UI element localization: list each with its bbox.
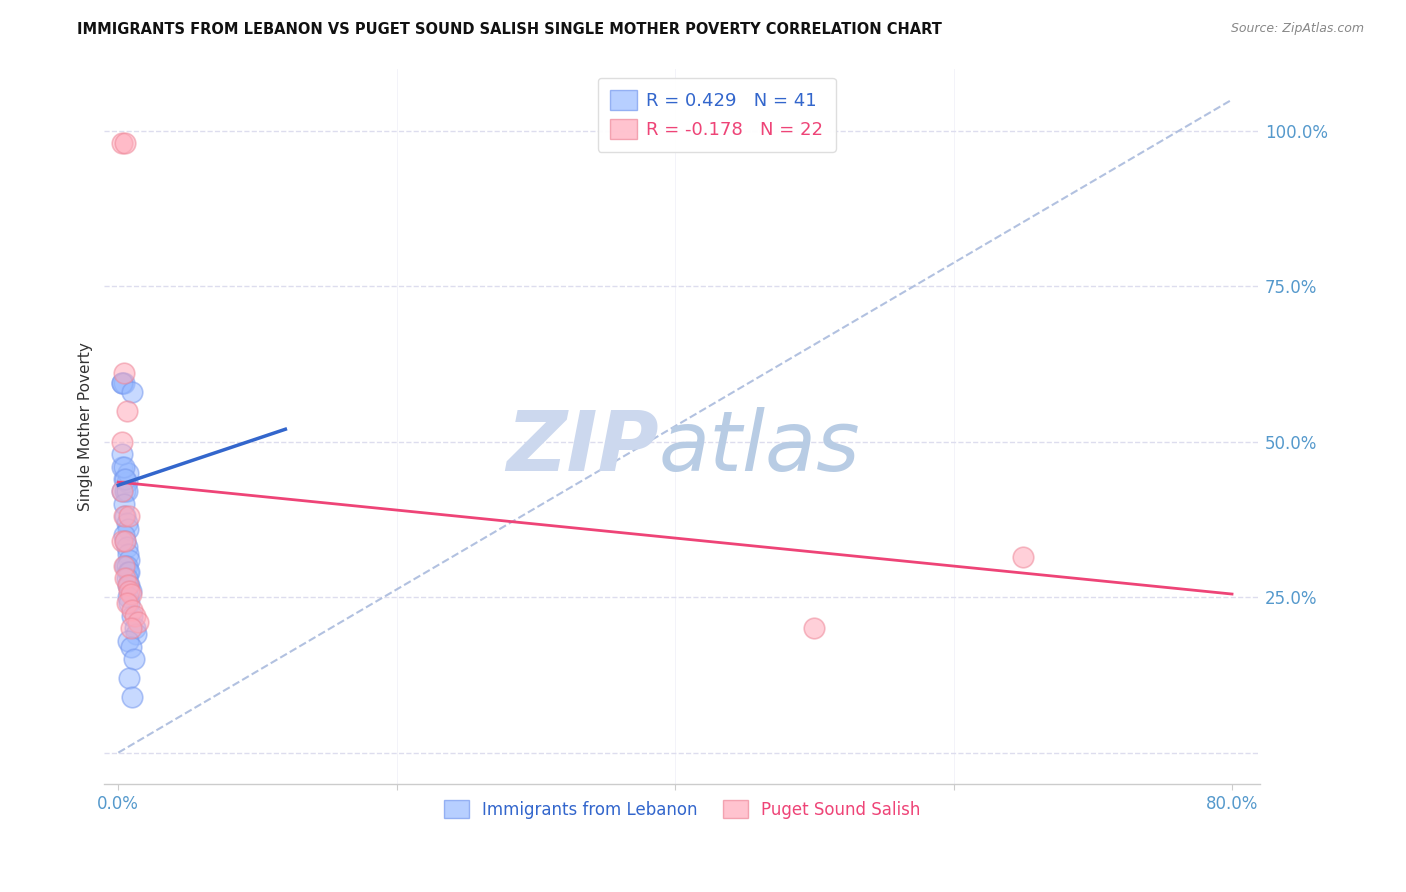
- Point: [117, 578, 139, 592]
- Point: [118, 583, 141, 598]
- Point: [114, 572, 136, 586]
- Text: IMMIGRANTS FROM LEBANON VS PUGET SOUND SALISH SINGLE MOTHER POVERTY CORRELATION : IMMIGRANTS FROM LEBANON VS PUGET SOUND S…: [77, 22, 942, 37]
- Point: [114, 136, 136, 150]
- Point: [122, 652, 145, 666]
- Point: [114, 472, 136, 486]
- Text: Source: ZipAtlas.com: Source: ZipAtlas.com: [1230, 22, 1364, 36]
- Point: [114, 534, 136, 549]
- Text: atlas: atlas: [659, 407, 860, 488]
- Point: [120, 587, 142, 601]
- Point: [112, 366, 135, 380]
- Point: [111, 484, 134, 499]
- Point: [118, 553, 141, 567]
- Point: [115, 516, 138, 530]
- Point: [118, 509, 141, 524]
- Point: [120, 640, 142, 654]
- Point: [803, 621, 825, 635]
- Point: [121, 602, 143, 616]
- Point: [115, 403, 138, 417]
- Point: [120, 583, 142, 598]
- Point: [121, 384, 143, 399]
- Point: [115, 596, 138, 610]
- Point: [118, 578, 141, 592]
- Point: [112, 459, 135, 474]
- Point: [127, 615, 149, 629]
- Point: [1012, 549, 1035, 564]
- Point: [117, 522, 139, 536]
- Point: [112, 559, 135, 574]
- Point: [118, 596, 141, 610]
- Point: [114, 509, 136, 524]
- Point: [111, 447, 134, 461]
- Point: [115, 475, 138, 489]
- Point: [114, 559, 136, 574]
- Point: [117, 590, 139, 604]
- Point: [117, 547, 139, 561]
- Point: [112, 509, 135, 524]
- Point: [111, 376, 134, 390]
- Point: [117, 566, 139, 580]
- Point: [111, 484, 134, 499]
- Point: [111, 434, 134, 449]
- Point: [121, 608, 143, 623]
- Legend: Immigrants from Lebanon, Puget Sound Salish: Immigrants from Lebanon, Puget Sound Sal…: [437, 794, 927, 825]
- Point: [118, 671, 141, 685]
- Point: [112, 528, 135, 542]
- Point: [111, 459, 134, 474]
- Text: ZIP: ZIP: [506, 407, 659, 488]
- Point: [114, 484, 136, 499]
- Point: [115, 559, 138, 574]
- Point: [121, 690, 143, 704]
- Point: [118, 566, 141, 580]
- Point: [112, 472, 135, 486]
- Point: [125, 627, 148, 641]
- Point: [111, 376, 134, 390]
- Point: [112, 497, 135, 511]
- Point: [120, 621, 142, 635]
- Point: [114, 534, 136, 549]
- Point: [117, 633, 139, 648]
- Point: [124, 621, 146, 635]
- Y-axis label: Single Mother Poverty: Single Mother Poverty: [79, 342, 93, 510]
- Point: [117, 466, 139, 480]
- Point: [115, 541, 138, 555]
- Point: [111, 534, 134, 549]
- Point: [124, 608, 146, 623]
- Point: [117, 578, 139, 592]
- Point: [115, 484, 138, 499]
- Point: [111, 136, 134, 150]
- Point: [112, 376, 135, 390]
- Point: [115, 572, 138, 586]
